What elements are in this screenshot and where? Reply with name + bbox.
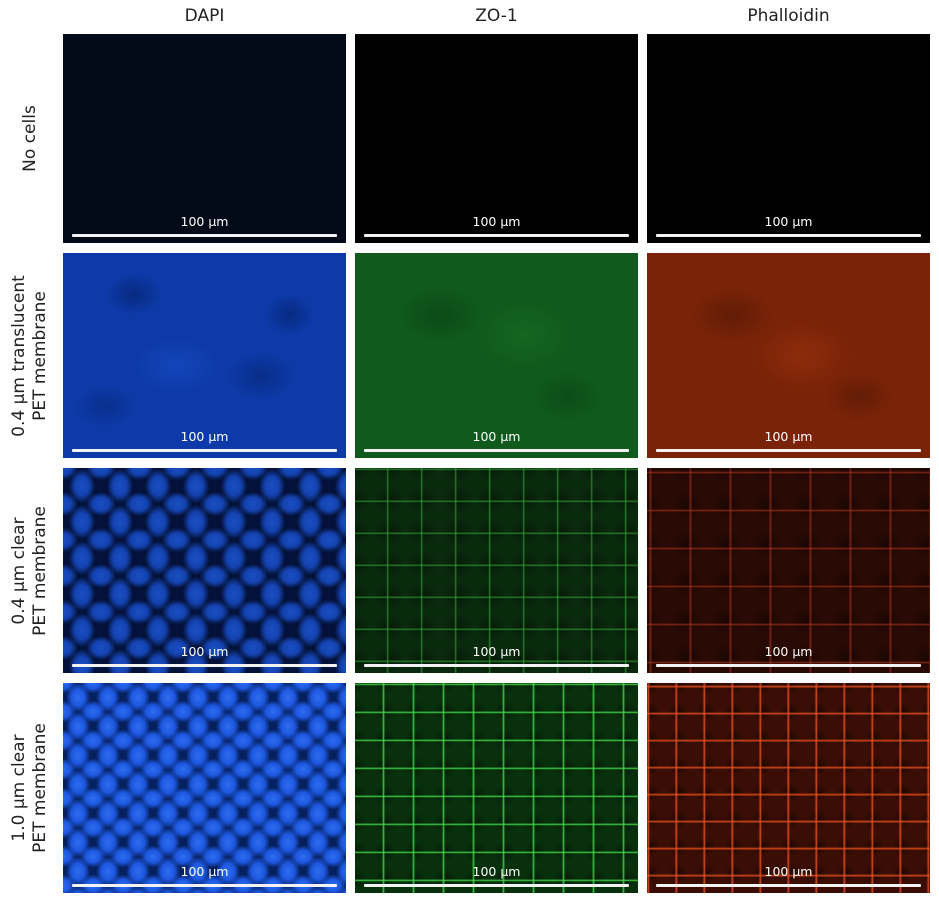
scale-bar: [656, 884, 921, 887]
row-label-line: 0.4 µm translucent: [9, 274, 30, 437]
column-header-zo1: ZO-1: [475, 6, 518, 26]
scale-bar-label: 100 µm: [472, 644, 521, 659]
scale-bar: [364, 449, 629, 452]
row-label-clear-04: 0.4 µm clear PET membrane: [0, 468, 60, 673]
micrograph-translucent-04-phalloidin: 100 µm: [647, 253, 930, 458]
micrograph-no-cells-phalloidin: 100 µm: [647, 34, 930, 243]
scale-bar: [72, 884, 337, 887]
scale-bar: [656, 449, 921, 452]
scale-bar-label: 100 µm: [180, 644, 229, 659]
scale-bar-label: 100 µm: [472, 429, 521, 444]
micrograph-translucent-04-dapi: 100 µm: [63, 253, 346, 458]
scale-bar-label: 100 µm: [472, 864, 521, 879]
micrograph-translucent-04-zo1: 100 µm: [355, 253, 638, 458]
scale-bar: [656, 234, 921, 237]
micrograph-no-cells-dapi: 100 µm: [63, 34, 346, 243]
scale-bar: [364, 884, 629, 887]
scale-bar-label: 100 µm: [180, 214, 229, 229]
scale-bar-label: 100 µm: [180, 429, 229, 444]
scale-bar-label: 100 µm: [180, 864, 229, 879]
column-header-phalloidin: Phalloidin: [747, 6, 830, 26]
row-label-line: PET membrane: [30, 290, 51, 421]
row-label-line: 1.0 µm clear: [9, 734, 30, 842]
row-label-no-cells: No cells: [0, 34, 60, 243]
scale-bar-label: 100 µm: [472, 214, 521, 229]
micrograph-clear-10-zo1: 100 µm: [355, 683, 638, 893]
column-header-dapi: DAPI: [184, 6, 225, 26]
row-label-line: PET membrane: [30, 723, 51, 853]
scale-bar: [72, 664, 337, 667]
row-label-line: 0.4 µm clear: [9, 516, 30, 625]
micrograph-no-cells-zo1: 100 µm: [355, 34, 638, 243]
scale-bar: [72, 234, 337, 237]
micrograph-clear-10-dapi: 100 µm: [63, 683, 346, 893]
scale-bar: [364, 234, 629, 237]
micrograph-clear-10-phalloidin: 100 µm: [647, 683, 930, 893]
row-label-line: PET membrane: [30, 505, 51, 636]
scale-bar-label: 100 µm: [764, 214, 813, 229]
scale-bar-label: 100 µm: [764, 864, 813, 879]
scale-bar: [72, 449, 337, 452]
row-label-line: No cells: [19, 105, 40, 172]
row-label-translucent-04: 0.4 µm translucent PET membrane: [0, 253, 60, 458]
scale-bar-label: 100 µm: [764, 429, 813, 444]
micrograph-clear-04-dapi: 100 µm: [63, 468, 346, 673]
micrograph-clear-04-zo1: 100 µm: [355, 468, 638, 673]
scale-bar-label: 100 µm: [764, 644, 813, 659]
micrograph-clear-04-phalloidin: 100 µm: [647, 468, 930, 673]
scale-bar: [656, 664, 921, 667]
row-label-clear-10: 1.0 µm clear PET membrane: [0, 683, 60, 893]
scale-bar: [364, 664, 629, 667]
